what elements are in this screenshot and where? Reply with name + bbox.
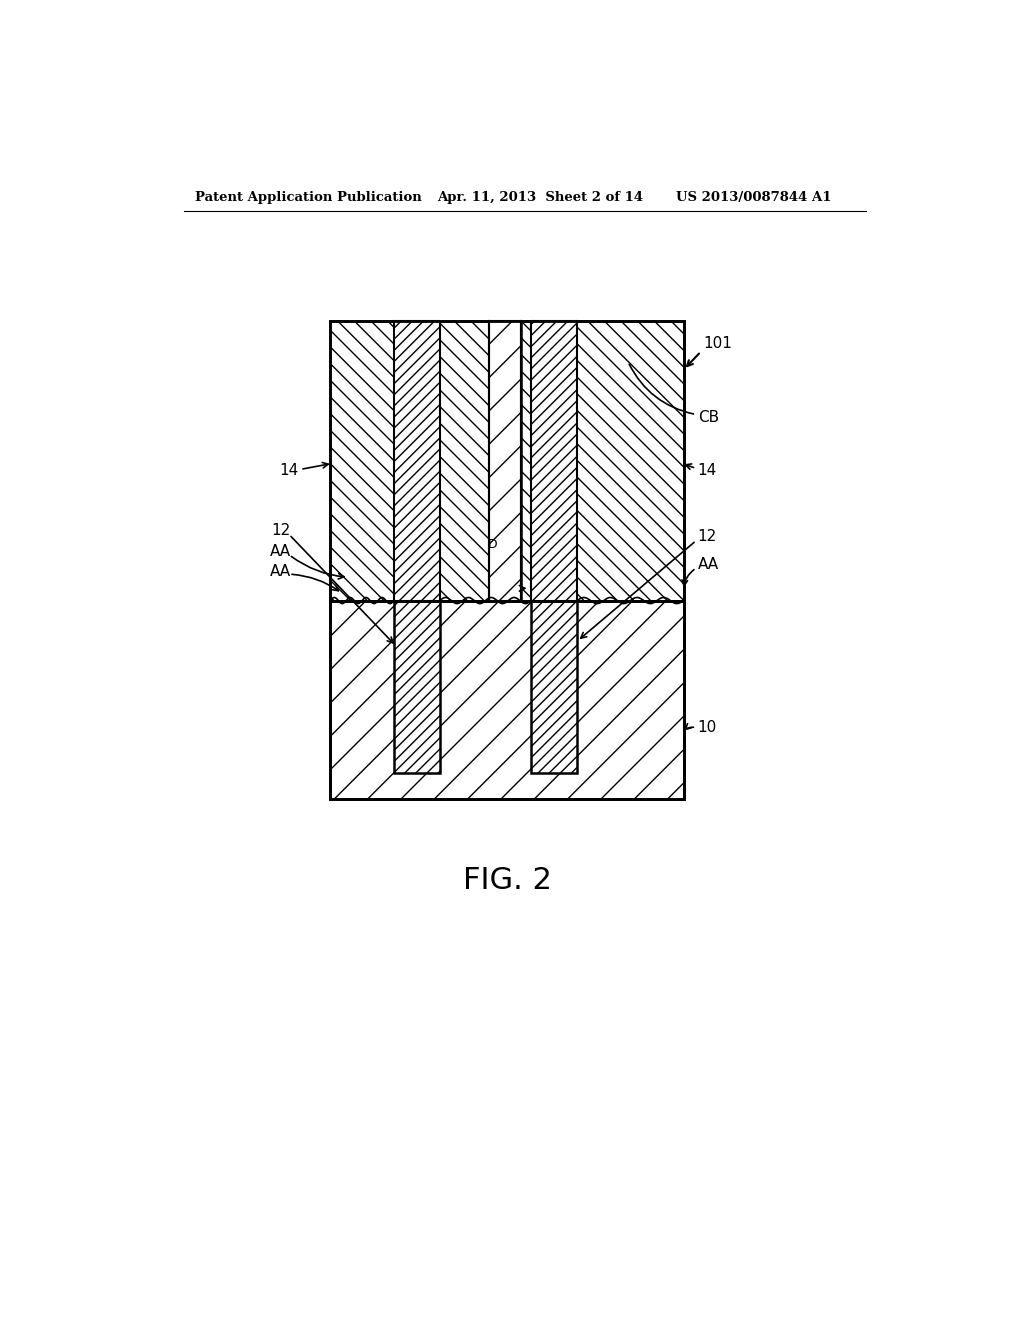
Bar [531, 601, 578, 774]
Text: AA: AA [269, 544, 291, 560]
Bar [331, 601, 684, 799]
Bar [521, 321, 684, 601]
Bar [521, 321, 684, 601]
Text: Apr. 11, 2013  Sheet 2 of 14: Apr. 11, 2013 Sheet 2 of 14 [437, 190, 644, 203]
Bar [331, 601, 684, 799]
Bar [331, 321, 489, 601]
Text: FIG. 2: FIG. 2 [463, 866, 552, 895]
Text: 12: 12 [271, 523, 291, 539]
Bar [394, 601, 440, 774]
Text: 14: 14 [280, 463, 299, 478]
Text: AA: AA [269, 564, 291, 578]
Bar [531, 321, 578, 601]
Bar [394, 321, 440, 601]
Bar [331, 601, 684, 799]
Text: AA: AA [697, 557, 719, 573]
Bar [489, 321, 521, 601]
Text: CB: CB [697, 411, 719, 425]
Text: 101: 101 [703, 335, 732, 351]
Bar [531, 601, 578, 774]
Bar [394, 601, 440, 774]
Bar [394, 321, 440, 601]
Text: 10: 10 [697, 721, 717, 735]
Text: Patent Application Publication: Patent Application Publication [196, 190, 422, 203]
Text: 12: 12 [697, 529, 717, 544]
Text: D: D [487, 539, 497, 552]
Bar [489, 321, 521, 601]
Text: 14: 14 [697, 463, 717, 478]
Bar [331, 321, 489, 601]
Text: US 2013/0087844 A1: US 2013/0087844 A1 [676, 190, 831, 203]
Bar [531, 321, 578, 601]
Bar [331, 321, 684, 601]
